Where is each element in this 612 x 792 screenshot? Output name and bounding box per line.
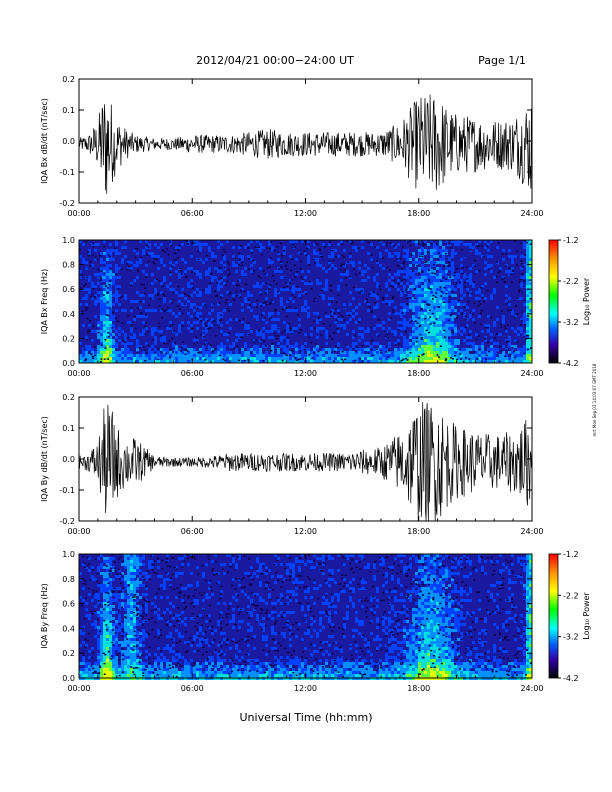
y-tick-label: 0.2 <box>62 649 75 658</box>
y-axis-label: IQA By dB/dt (nT/sec) <box>40 416 49 502</box>
y-tick-label: 0.0 <box>62 359 75 368</box>
x-axis-label: Universal Time (hh:mm) <box>240 711 373 724</box>
y-tick-label: 0.2 <box>62 334 75 343</box>
y-tick-label: 0.1 <box>62 106 75 115</box>
y-tick-label: -0.1 <box>59 168 75 177</box>
x-tick-label: 24:00 <box>520 527 543 536</box>
timestamp-side-note: mrt Mon Sep 03 14:03:07 GMT 2018 <box>592 363 597 436</box>
by-spectrogram-panel: 00:00 06:00 12:00 18:00 24:00 1.0 0.8 0.6 0.4 0.2… <box>40 550 544 693</box>
x-tick-label: 12:00 <box>294 527 317 536</box>
y-tick-label: 0.4 <box>62 624 75 633</box>
x-tick-label: 00:00 <box>67 684 90 693</box>
colorbar-label: Log₁₀ Power <box>582 277 591 325</box>
y-tick-label: 0.8 <box>62 575 75 584</box>
y-axis-label: IQA By Freq (Hz) <box>40 583 49 649</box>
y-tick-label: -0.2 <box>59 199 75 208</box>
by-waveform-panel: 00:00 06:00 12:00 18:00 24:00 0.2 0.1 0.0 -0.1 -0… <box>40 393 544 536</box>
colorbar-tick-label: -1.2 <box>563 236 579 245</box>
y-tick-label: -0.2 <box>59 517 75 526</box>
by-colorbar: -1.2 -2.2 -3.2 -4.2 Log₁₀ Power <box>548 550 591 683</box>
y-tick-label: 0.1 <box>62 424 75 433</box>
x-tick-label: 12:00 <box>294 209 317 218</box>
y-tick-label: 0.0 <box>62 674 75 683</box>
x-tick-label: 24:00 <box>520 209 543 218</box>
y-tick-label: 0.4 <box>62 310 75 319</box>
x-tick-label: 12:00 <box>294 369 317 378</box>
colorbar-tick-label: -3.2 <box>563 633 579 642</box>
x-tick-label: 18:00 <box>407 369 430 378</box>
bx-waveform-panel: 00:00 06:00 12:00 18:00 24:00 0.2 0.1 0.0 -0.1 -0… <box>40 75 544 218</box>
colorbar-gradient <box>548 553 559 679</box>
spectrogram-cells <box>79 240 532 363</box>
x-tick-label: 18:00 <box>407 684 430 693</box>
bx-spectrogram-panel: 00:00 06:00 12:00 18:00 24:00 1.0 0.8 0.6 0.4 0.2… <box>40 236 544 378</box>
x-tick-label: 18:00 <box>407 209 430 218</box>
y-tick-label: 1.0 <box>62 236 75 245</box>
colorbar-label: Log₁₀ Power <box>582 592 591 640</box>
x-tick-label: 06:00 <box>181 527 204 536</box>
colorbar-tick-label: -2.2 <box>563 591 579 600</box>
bx-colorbar: -1.2 -2.2 -3.2 -4.2 Log₁₀ Power <box>548 236 591 368</box>
waveform-trace <box>78 402 532 522</box>
page-number: Page 1/1 <box>478 54 526 67</box>
spectrogram-cells <box>79 554 532 680</box>
x-tick-label: 06:00 <box>181 369 204 378</box>
colorbar-tick-label: -1.2 <box>563 550 579 559</box>
x-tick-label: 18:00 <box>407 527 430 536</box>
y-tick-label: -0.1 <box>59 486 75 495</box>
y-tick-label: 0.6 <box>62 285 75 294</box>
x-tick-label: 12:00 <box>294 684 317 693</box>
page-title: 2012/04/21 00:00−24:00 UT <box>196 54 354 67</box>
x-tick-label: 00:00 <box>67 369 90 378</box>
y-tick-label: 0.0 <box>62 455 75 464</box>
colorbar-tick-label: -4.2 <box>563 359 579 368</box>
y-tick-label: 0.0 <box>62 137 75 146</box>
y-axis-label: IQA Bx dB/dt (nT/sec) <box>40 98 49 184</box>
x-tick-label: 24:00 <box>520 684 543 693</box>
colorbar-tick-label: -2.2 <box>563 277 579 286</box>
y-tick-label: 0.6 <box>62 600 75 609</box>
colorbar-gradient <box>548 239 559 364</box>
y-tick-label: 0.2 <box>62 75 75 84</box>
y-tick-label: 0.8 <box>62 261 75 270</box>
colorbar-tick-label: -4.2 <box>563 674 579 683</box>
y-axis-label: IQA Bx Freq (Hz) <box>40 269 49 335</box>
x-tick-label: 06:00 <box>181 209 204 218</box>
x-tick-label: 00:00 <box>67 527 90 536</box>
x-tick-label: 00:00 <box>67 209 90 218</box>
x-tick-label: 24:00 <box>520 369 543 378</box>
colorbar-tick-label: -3.2 <box>563 318 579 327</box>
y-tick-label: 0.2 <box>62 393 75 402</box>
x-tick-label: 06:00 <box>181 684 204 693</box>
y-tick-label: 1.0 <box>62 550 75 559</box>
waveform-trace <box>78 94 532 194</box>
